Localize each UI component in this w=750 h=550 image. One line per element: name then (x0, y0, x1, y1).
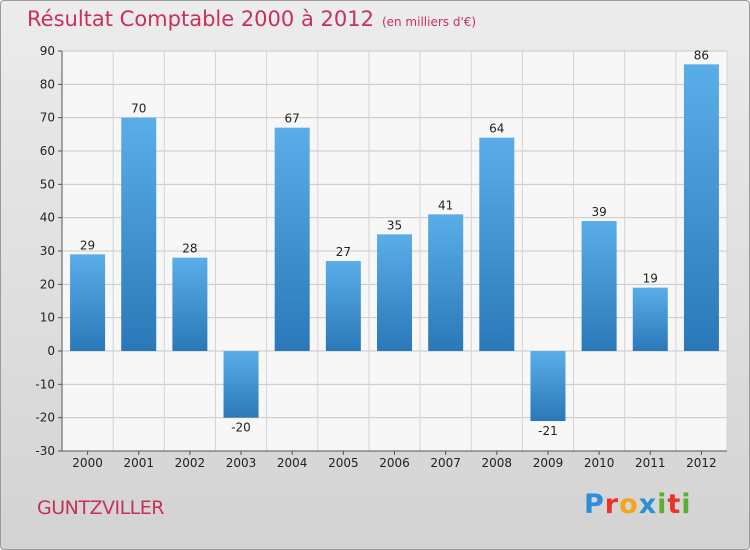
x-tick-label-2008: 2008 (482, 456, 513, 470)
bars (70, 64, 719, 421)
bar-2003 (223, 351, 259, 418)
x-tick-label-2010: 2010 (584, 456, 615, 470)
y-tick-label: 80 (40, 77, 55, 91)
chart-title-text: Résultat Comptable 2000 à 2012 (27, 7, 374, 31)
bar-2007 (428, 214, 464, 351)
data-label-2001: 70 (131, 102, 146, 116)
data-labels: 29 70 28 -20 67 27 35 41 64 -21 39 19 86 (80, 48, 709, 438)
data-label-2011: 19 (643, 272, 658, 286)
axes: -30 -20 -10 0 10 20 30 40 50 60 70 80 90 2000 2001 2002… (35, 44, 727, 470)
x-tick-label-2011: 2011 (635, 456, 666, 470)
logo-letter: o (619, 489, 639, 520)
bar-2008 (479, 137, 515, 351)
logo-letter: x (638, 489, 658, 520)
x-tick-label-2005: 2005 (328, 456, 359, 470)
logo-letter: P (584, 489, 605, 520)
logo-letter: t (667, 489, 682, 520)
x-tick-label-2004: 2004 (277, 456, 308, 470)
logo-letter: i (681, 489, 692, 520)
y-tick-label: 60 (40, 144, 55, 158)
location-name: GUNTZVILLER (37, 497, 164, 519)
data-label-2006: 35 (387, 218, 402, 232)
data-label-2002: 28 (182, 242, 197, 256)
bar-2000 (70, 254, 106, 351)
y-tick-label: 10 (40, 311, 55, 325)
bar-2005 (325, 261, 361, 351)
x-tick-label-2003: 2003 (226, 456, 257, 470)
y-tick-label: 30 (40, 244, 55, 258)
bar-2006 (377, 234, 412, 351)
y-tick-label: 40 (40, 211, 55, 225)
y-tick-label: -30 (35, 444, 55, 458)
data-label-2004: 67 (285, 112, 300, 126)
chart-subtitle: (en milliers d'€) (381, 15, 477, 29)
bar-2012 (683, 64, 719, 352)
data-label-2005: 27 (336, 245, 351, 259)
bar-2011 (632, 287, 668, 351)
x-tick-label-2007: 2007 (430, 456, 461, 470)
y-tick-label: 50 (40, 177, 55, 191)
x-tick-label-2009: 2009 (533, 456, 564, 470)
x-tick-label-2001: 2001 (123, 456, 154, 470)
data-label-2010: 39 (591, 205, 606, 219)
bar-2010 (581, 221, 617, 351)
bar-2002 (172, 257, 208, 351)
data-label-2007: 41 (438, 198, 453, 212)
data-label-2009: -21 (538, 424, 558, 438)
proxiti-logo: Proxiti (584, 489, 692, 520)
y-tick-label: -20 (35, 411, 55, 425)
bar-2001 (121, 117, 157, 352)
x-tick-label-2002: 2002 (175, 456, 206, 470)
bar-2009 (530, 351, 566, 421)
x-tick-label-2000: 2000 (72, 456, 103, 470)
data-label-2003: -20 (231, 421, 251, 435)
logo-letter: r (604, 489, 620, 520)
y-tick-label: 90 (40, 44, 55, 58)
y-tick-label: 20 (40, 277, 55, 291)
chart-title: Résultat Comptable 2000 à 2012 (en millie… (27, 7, 476, 31)
logo-letter: i (657, 489, 668, 520)
x-tick-label-2006: 2006 (379, 456, 410, 470)
y-tick-label: -10 (35, 377, 55, 391)
bar-2004 (274, 127, 310, 352)
data-label-2012: 86 (694, 48, 709, 62)
y-tick-label: 70 (40, 111, 55, 125)
data-label-2008: 64 (489, 122, 504, 136)
bar-chart: -30 -20 -10 0 10 20 30 40 50 60 70 80 90 2000 2001 2002… (35, 44, 728, 470)
x-tick-label-2012: 2012 (686, 456, 717, 470)
y-tick-label: 0 (47, 344, 55, 358)
data-label-2000: 29 (80, 238, 95, 252)
